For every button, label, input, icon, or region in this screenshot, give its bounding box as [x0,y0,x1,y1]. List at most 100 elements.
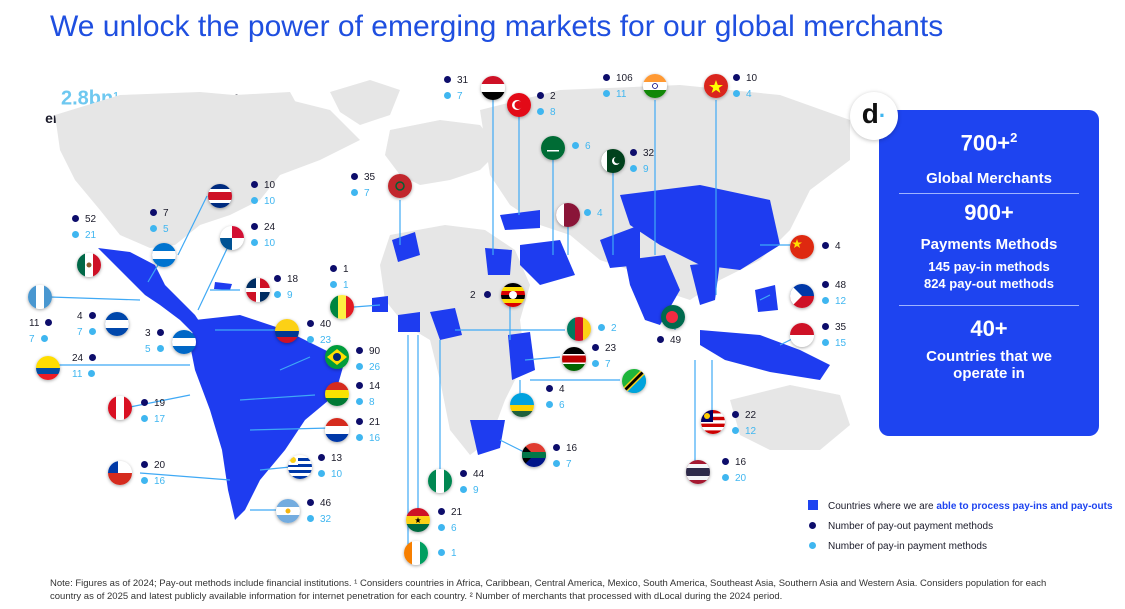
flag-thailand-icon [686,460,710,484]
legend-payin: Number of pay-in payment methods [808,540,1113,560]
flag-saudi-arabia-icon [541,136,565,160]
payout-dot-icon [809,522,816,529]
stat-pakistan: 32 9 [630,146,654,178]
flag-turkey-icon [507,93,531,117]
flag-el-salvador-icon [105,312,129,336]
merchants-label: Global Merchants [926,170,1052,188]
stat-egypt: 31 7 [444,73,468,105]
flag-morocco-icon [388,174,412,198]
flag-south-africa-icon [522,443,546,467]
stat-mexico: 52 21 [72,212,96,244]
stat-indonesia: 35 15 [822,320,846,352]
page-title: We unlock the power of emerging markets … [50,10,944,43]
payin-methods: 145 pay-in methods [928,259,1050,275]
flag-bolivia-icon [325,382,349,406]
flag-ghana-icon [406,508,430,532]
stat-vietnam: 10 4 [733,71,757,103]
payments-value: 900+ [964,200,1014,226]
merchants-value: 700+2 [960,130,1018,156]
stat-colombia: 40 23 [307,317,331,349]
stat-brazil: 90 26 [356,344,380,376]
stat-uganda: 2 [470,288,497,304]
flag-kenya-icon [562,347,586,371]
stat-saudi-arabia: 6 [572,139,591,155]
flag-china-icon [790,235,814,259]
flag-vietnam-icon [704,74,728,98]
stat-cameroon: 2 [598,321,617,337]
stat-bangladesh: 49 [657,333,681,349]
flag-ivory-coast-icon [404,541,428,565]
countries-label: Countries that we operate in [926,348,1052,383]
flag-chile-icon [108,461,132,485]
flag-qatar-icon [556,203,580,227]
payments-label: Payments Methods [920,236,1058,254]
stat-nigeria: 44 9 [460,467,484,499]
stat-kenya: 23 7 [592,341,616,373]
legend-payout: Number of pay-out payment methods [808,520,1113,540]
flag-paraguay-icon [325,418,349,442]
stat-thailand: 16 20 [722,455,746,487]
flag-mexico-icon [77,253,101,277]
summary-panel: 700+2 Global Merchants 900+ Payments Met… [879,110,1099,436]
stat-paraguay: 21 16 [356,415,380,447]
stat-uruguay: 13 10 [318,451,342,483]
footnote: Note: Figures as of 2024; Pay-out method… [50,578,1047,602]
flag-guatemala-icon [28,285,52,309]
stat-argentina: 46 32 [307,496,331,528]
flag-malaysia-icon [701,410,725,434]
flag-panama-icon [220,226,244,250]
panel-divider [899,193,1079,195]
flag-argentina-icon [276,499,300,523]
flag-nigeria-icon [428,469,452,493]
flag-cameroon-icon [567,317,591,341]
legend-countries: Countries where we are able to process p… [808,500,1113,520]
stat-south-africa: 16 7 [553,441,577,473]
dlocal-logo: d· [850,92,898,140]
flag-uruguay-icon [288,455,312,479]
stat-ghana: 21 6 [438,505,462,537]
flag-rwanda-icon [510,393,534,417]
stat-china: 4 [822,239,841,255]
panel-divider-2 [899,305,1079,307]
stat-india: 106 11 [603,71,633,103]
stat-bolivia: 14 8 [356,379,380,411]
stat-morocco: 35 7 [351,170,375,202]
legend: Countries where we are able to process p… [808,500,1113,560]
flag-ecuador-icon [36,356,60,380]
stat-ecuador: 24 11 [72,351,102,383]
stat-guatemala: 11 7 [29,316,58,348]
flag-nicaragua-icon [172,330,196,354]
payin-dot-icon [809,542,816,549]
flag-costa-rica-icon [208,184,232,208]
flag-uganda-icon [501,283,525,307]
flag-senegal-icon [330,295,354,319]
stat-ivory-coast: 1 [438,546,457,562]
flag-peru-icon [108,396,132,420]
flag-honduras-icon [152,243,176,267]
stat-dominican-republic: 18 9 [274,272,298,304]
stat-costa-rica: 10 10 [251,178,275,210]
payout-methods: 824 pay-out methods [923,276,1055,292]
flag-tanzania-icon [622,369,646,393]
flag-bangladesh-icon [661,305,685,329]
stat-malaysia: 22 12 [732,408,756,440]
stat-philippines: 48 12 [822,278,846,310]
stat-chile: 20 16 [141,458,165,490]
stat-panama: 24 10 [251,220,275,252]
legend-square-icon [808,500,818,510]
flag-dominican-republic-icon [246,278,270,302]
stat-peru: 19 17 [141,396,165,428]
flag-philippines-icon [790,284,814,308]
flag-egypt-icon [481,76,505,100]
flag-brazil-icon [325,345,349,369]
countries-value: 40+ [970,316,1008,342]
stat-qatar: 4 [584,206,603,222]
flag-india-icon [643,74,667,98]
flag-indonesia-icon [790,323,814,347]
